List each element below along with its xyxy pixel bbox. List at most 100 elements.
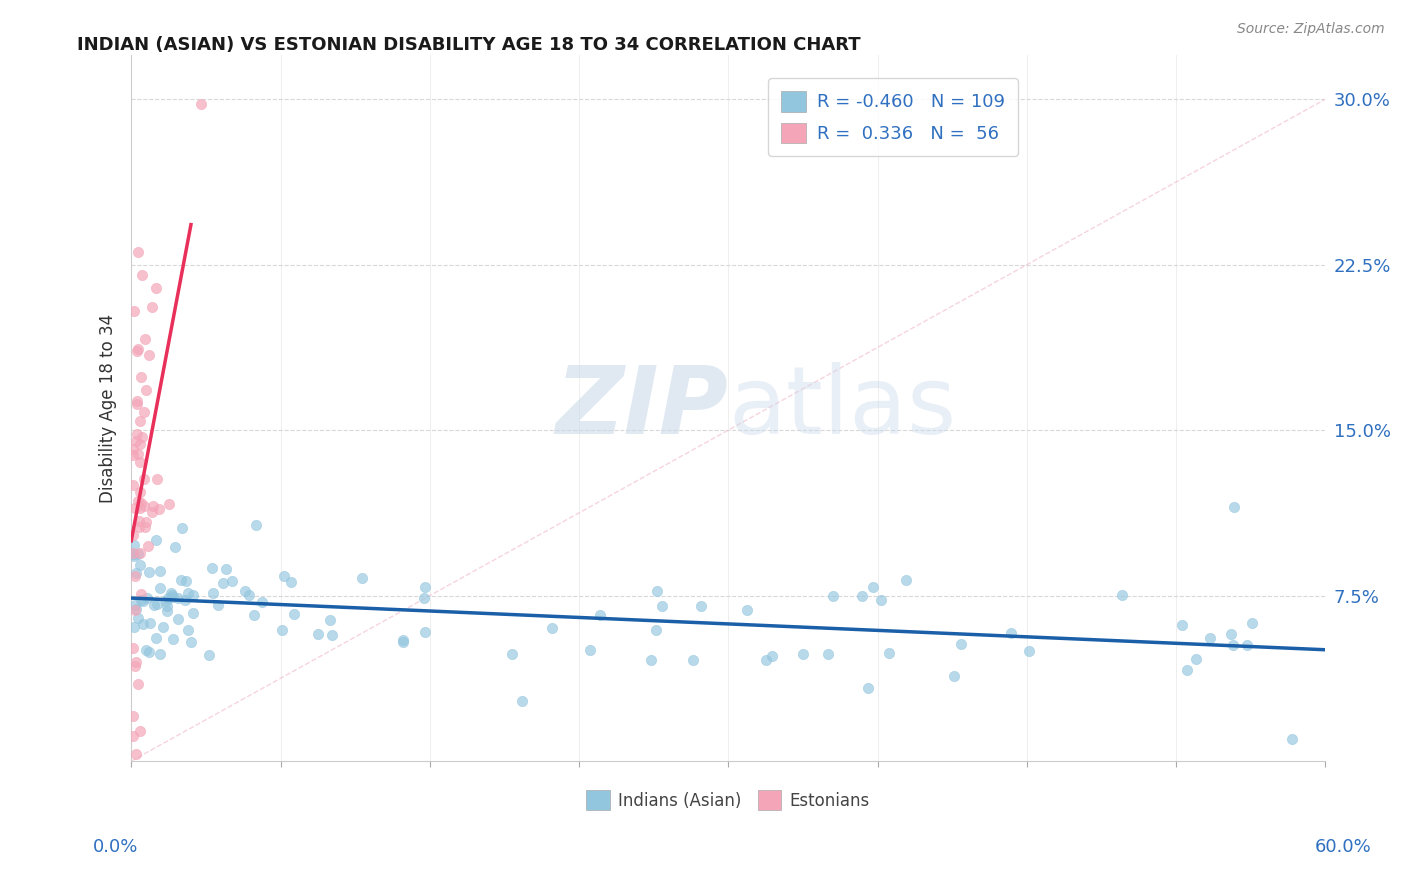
Text: 0.0%: 0.0% <box>93 838 138 855</box>
Point <box>124 656 146 670</box>
Point <box>273 569 295 583</box>
Point <box>167 591 190 606</box>
Point <box>1198 631 1220 645</box>
Point <box>1240 616 1263 631</box>
Point <box>138 348 160 362</box>
Point <box>138 645 160 659</box>
Point <box>128 500 150 515</box>
Point <box>651 599 673 613</box>
Point <box>127 342 149 356</box>
Point <box>122 729 145 743</box>
Point <box>280 575 302 590</box>
Point <box>851 589 873 603</box>
Point <box>645 583 668 598</box>
Point <box>129 370 152 384</box>
Point <box>127 548 149 562</box>
Point <box>212 575 235 590</box>
Point <box>877 646 900 660</box>
Point <box>167 612 190 626</box>
Point <box>156 599 179 614</box>
Point <box>125 747 148 762</box>
Point <box>1018 644 1040 658</box>
Point <box>149 564 172 578</box>
Point <box>127 611 149 625</box>
Point <box>148 647 170 661</box>
Point <box>129 436 152 450</box>
Point <box>588 608 610 623</box>
Point <box>135 643 157 657</box>
Point <box>127 397 149 411</box>
Point <box>124 659 146 673</box>
Point <box>755 652 778 666</box>
Point <box>142 499 165 513</box>
Point <box>870 593 893 607</box>
Point <box>149 582 172 596</box>
Point <box>856 681 879 695</box>
Point <box>122 547 145 561</box>
Point <box>125 393 148 408</box>
Point <box>392 635 415 649</box>
Point <box>146 597 169 611</box>
Point <box>145 280 167 294</box>
Point <box>190 96 212 111</box>
Point <box>132 500 155 514</box>
Point <box>413 580 436 594</box>
Point <box>162 589 184 603</box>
Point <box>122 304 145 318</box>
Point <box>817 647 839 661</box>
Y-axis label: Disability Age 18 to 34: Disability Age 18 to 34 <box>100 314 117 503</box>
Point <box>198 648 221 662</box>
Point <box>135 515 157 529</box>
Point <box>124 501 146 516</box>
Point <box>221 574 243 588</box>
Point <box>143 598 166 612</box>
Point <box>128 546 150 560</box>
Point <box>152 619 174 633</box>
Point <box>125 601 148 615</box>
Point <box>127 244 149 259</box>
Point <box>950 637 973 651</box>
Point <box>943 668 966 682</box>
Point <box>134 405 156 419</box>
Point <box>245 517 267 532</box>
Point <box>148 502 170 516</box>
Text: atlas: atlas <box>728 362 956 454</box>
Point <box>412 591 434 605</box>
Point <box>124 538 146 552</box>
Point <box>1175 663 1198 677</box>
Point <box>682 653 704 667</box>
Point <box>157 497 180 511</box>
Point <box>157 591 180 606</box>
Point <box>579 643 602 657</box>
Point <box>122 478 145 492</box>
Legend: Indians (Asian), Estonians: Indians (Asian), Estonians <box>579 784 877 816</box>
Point <box>252 594 274 608</box>
Point <box>159 586 181 600</box>
Point <box>125 344 148 359</box>
Point <box>1223 500 1246 515</box>
Point <box>125 566 148 580</box>
Point <box>177 623 200 637</box>
Point <box>201 561 224 575</box>
Point <box>181 606 204 620</box>
Text: 60.0%: 60.0% <box>1315 838 1371 855</box>
Point <box>129 495 152 509</box>
Point <box>141 505 163 519</box>
Point <box>270 623 292 637</box>
Point <box>131 594 153 608</box>
Point <box>136 591 159 605</box>
Point <box>640 652 662 666</box>
Point <box>243 608 266 623</box>
Point <box>156 604 179 618</box>
Point <box>1000 626 1022 640</box>
Point <box>134 520 156 534</box>
Point <box>136 539 159 553</box>
Point <box>131 268 153 282</box>
Point <box>1236 638 1258 652</box>
Point <box>180 635 202 649</box>
Point <box>122 620 145 634</box>
Point <box>307 627 329 641</box>
Point <box>122 448 145 462</box>
Point <box>129 485 152 500</box>
Point <box>181 588 204 602</box>
